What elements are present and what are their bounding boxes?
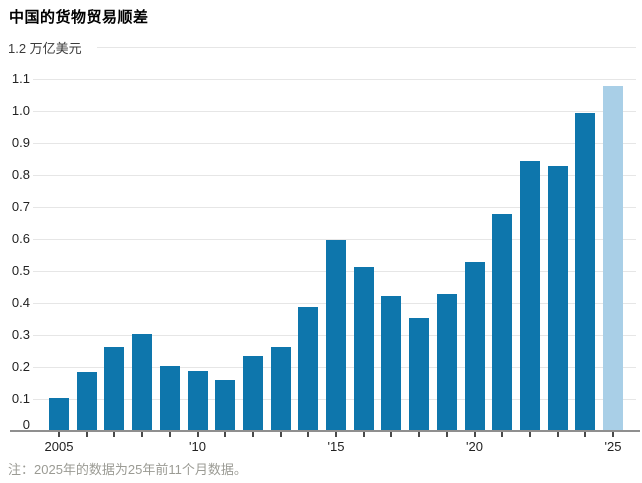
bar-2021 [492, 214, 513, 430]
x-tick-label-2025: '25 [604, 439, 622, 454]
bar-2007 [104, 346, 125, 430]
bar-2025 [603, 86, 623, 430]
chart-title: 中国的货物贸易顺差 [9, 9, 149, 26]
y-tick-label: 1.0 [11, 102, 30, 118]
gridline [33, 142, 636, 144]
x-tick-label-2010: '10 [189, 439, 206, 454]
x-tick-label-2020: '20 [466, 439, 483, 454]
bar-2019 [436, 294, 457, 430]
bar-2014 [298, 306, 319, 430]
gridline [33, 206, 636, 208]
bar-2013 [270, 346, 291, 430]
x-tick-2020 [473, 432, 476, 437]
x-tick-2022 [528, 432, 531, 437]
chart-footnote: 注：2025年的数据为25年前11个月数据。 [8, 462, 247, 477]
x-tick-2011 [224, 432, 227, 437]
gridline [33, 110, 636, 112]
bar-2020 [464, 262, 485, 430]
bar-2023 [547, 166, 568, 430]
y-axis-unit-label: 1.2 万亿美元 [8, 41, 82, 56]
bar-2005 [49, 398, 69, 430]
y-tick-label: 0.7 [11, 198, 30, 214]
x-tick-2017 [390, 432, 393, 437]
y-tick-label: 1.1 [11, 70, 30, 86]
x-tick-2005 [58, 432, 60, 437]
x-tick-label-2015: '15 [327, 439, 345, 454]
x-tick-2012 [251, 432, 254, 437]
x-tick-2013 [279, 432, 282, 437]
x-tick-2014 [307, 432, 310, 437]
x-tick-2018 [418, 432, 421, 437]
x-tick-2007 [113, 432, 116, 437]
x-tick-2009 [168, 432, 171, 437]
y-tick-label: 0.6 [11, 230, 30, 246]
x-tick-2019 [445, 432, 448, 437]
x-tick-label-2005: 2005 [44, 439, 74, 454]
y-tick-label: 0.8 [11, 166, 30, 182]
x-tick-2010 [196, 432, 199, 437]
gridline [33, 238, 636, 240]
x-axis-line [10, 430, 640, 432]
gridline [33, 78, 636, 80]
bar-2011 [215, 380, 236, 430]
bar-2006 [76, 372, 97, 430]
x-tick-2021 [501, 432, 504, 437]
bar-2017 [381, 295, 402, 430]
y-tick-label: 0.9 [11, 134, 30, 150]
bar-2010 [187, 370, 208, 430]
bar-2016 [353, 266, 374, 430]
bar-2024 [575, 113, 596, 430]
bar-2008 [132, 334, 153, 430]
gridline [97, 46, 636, 48]
bar-2012 [242, 356, 263, 430]
bar-2009 [159, 366, 180, 430]
bar-2015 [326, 239, 346, 430]
y-tick-label: 0.3 [11, 326, 30, 342]
y-tick-label: 0.2 [11, 358, 30, 374]
y-tick-label: 0 [22, 416, 30, 432]
x-tick-2023 [556, 432, 559, 437]
x-tick-2006 [85, 432, 88, 437]
bar-2018 [409, 318, 430, 430]
y-tick-label: 0.1 [11, 390, 30, 406]
bar-2022 [519, 161, 540, 430]
x-tick-2025 [612, 432, 614, 437]
x-tick-2016 [362, 432, 365, 437]
x-tick-2015 [335, 432, 337, 437]
gridline [33, 174, 636, 176]
x-tick-2008 [141, 432, 144, 437]
y-tick-label: 0.4 [11, 294, 30, 310]
x-tick-2024 [584, 432, 587, 437]
y-tick-label: 0.5 [11, 262, 30, 278]
